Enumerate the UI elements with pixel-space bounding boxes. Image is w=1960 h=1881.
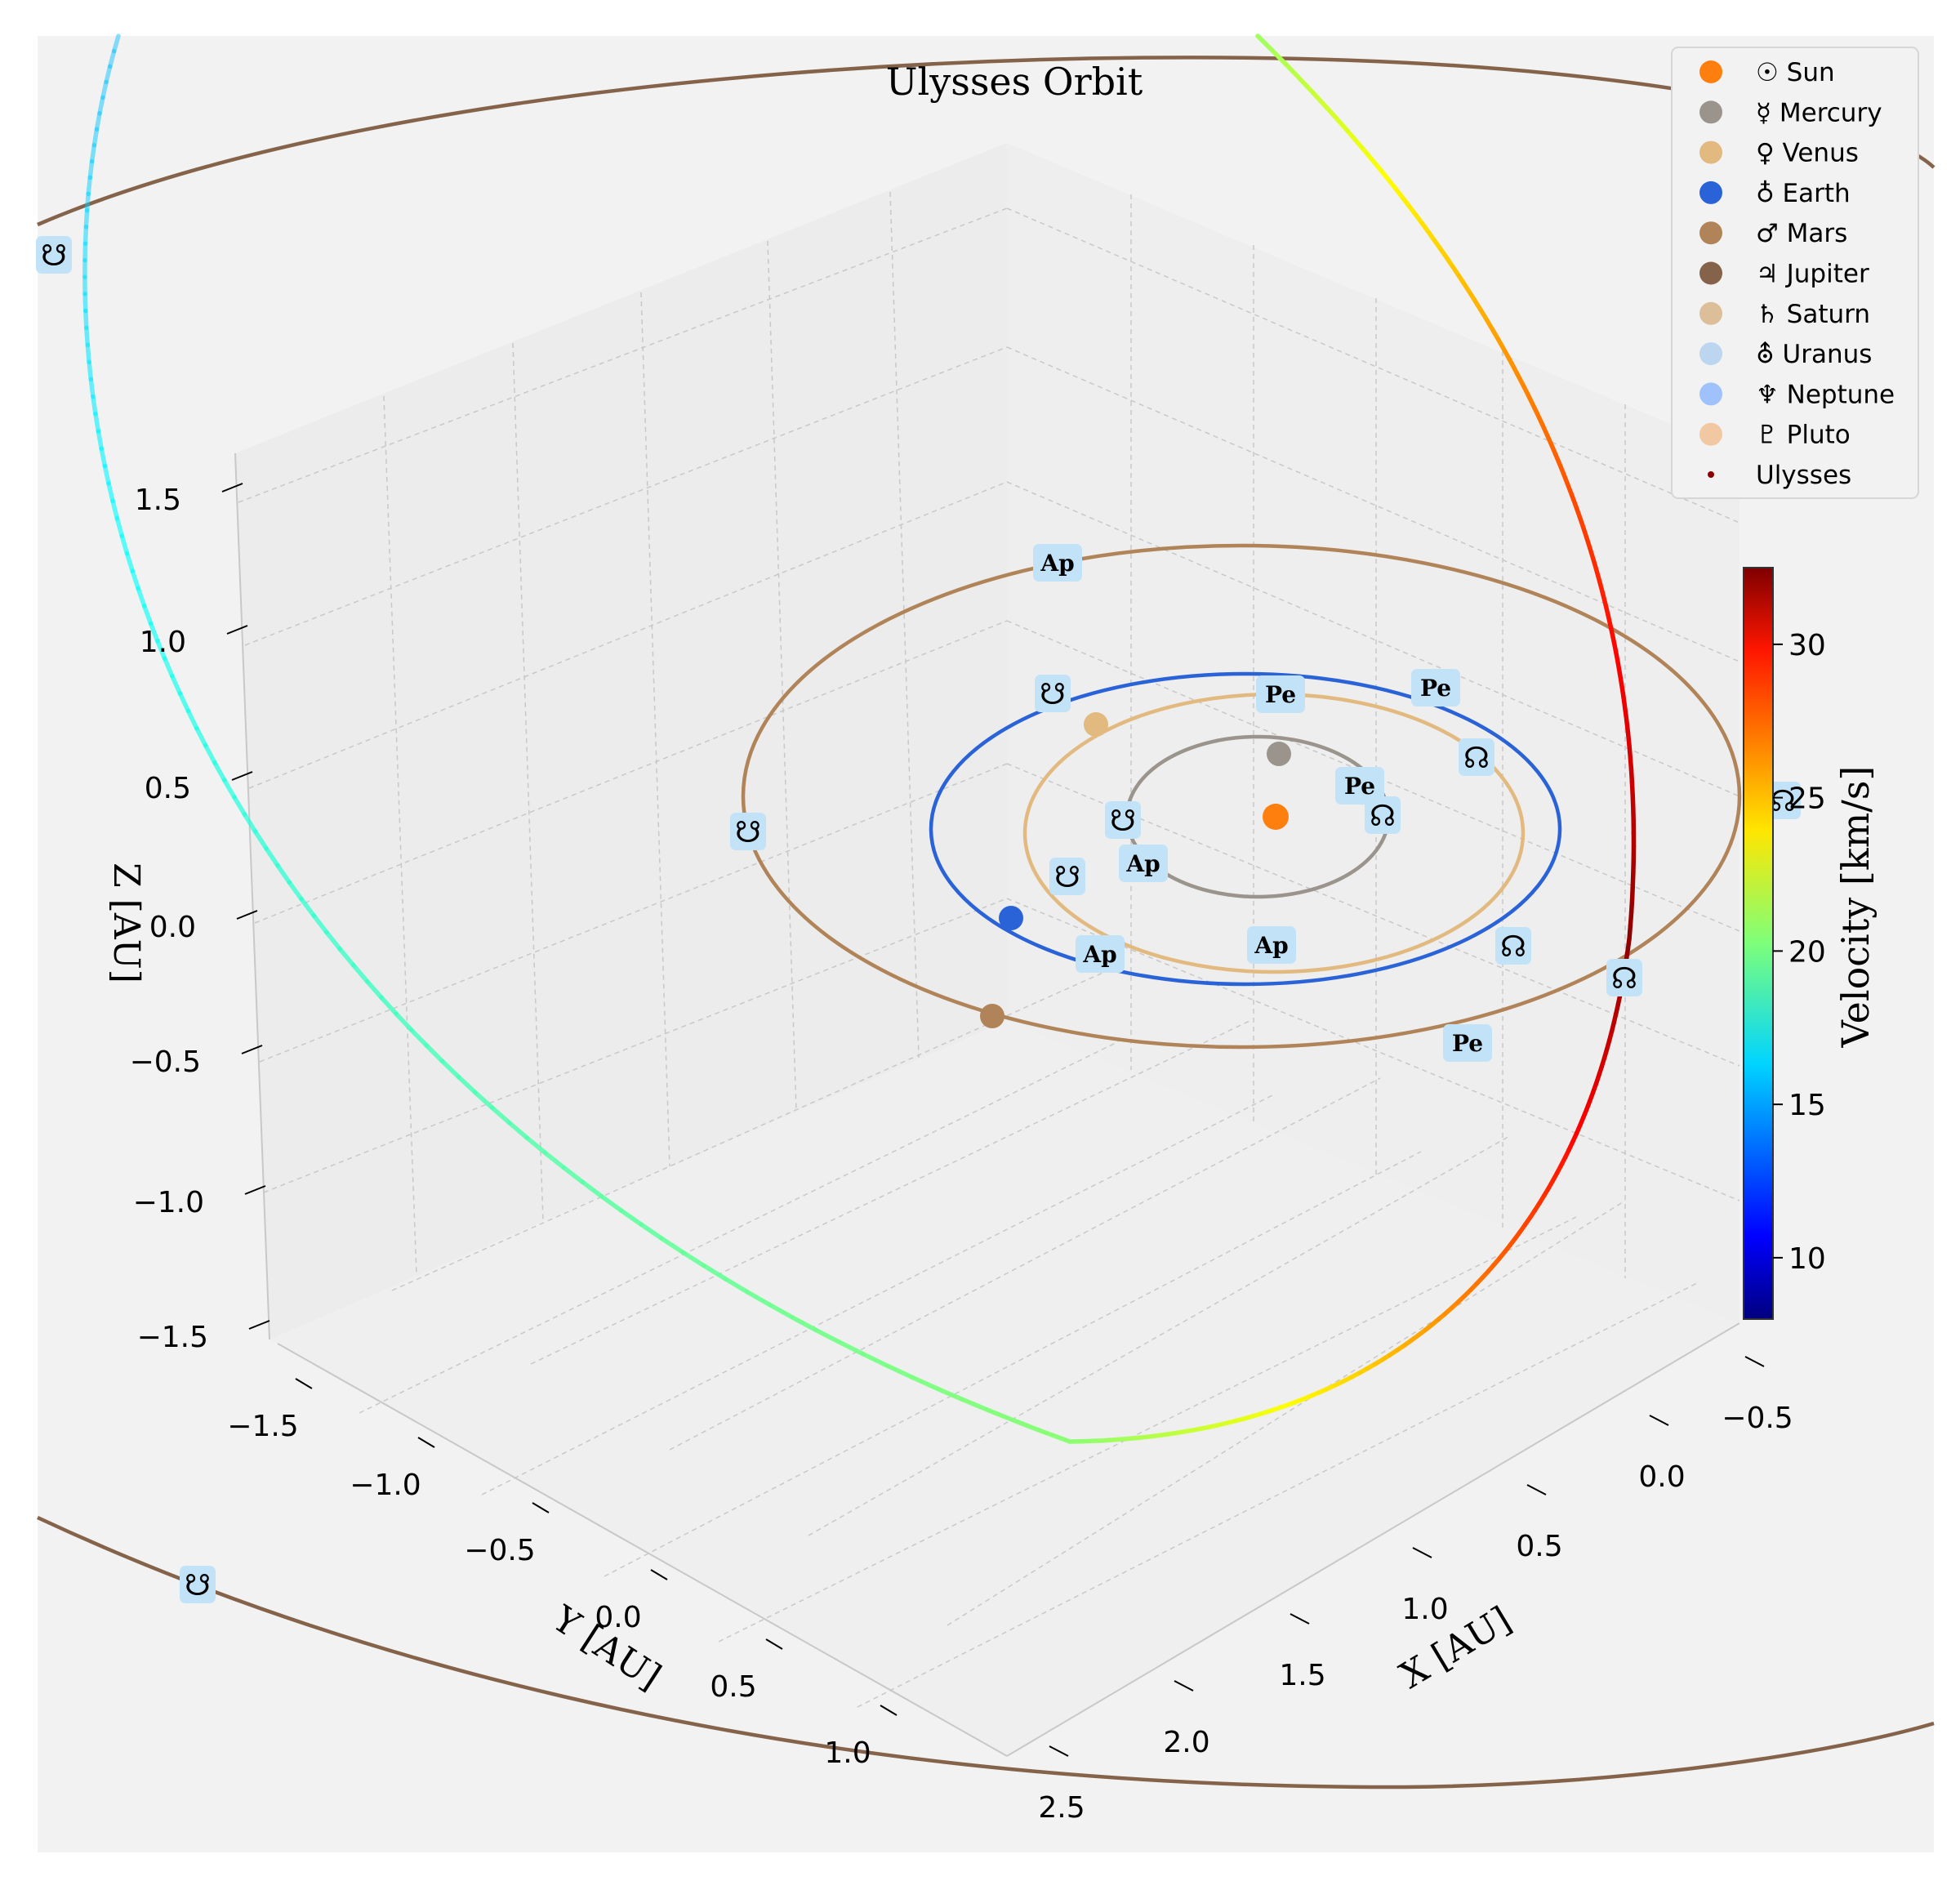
legend-label: ♁ Earth (1756, 179, 1851, 208)
y-tick-label: 0.5 (710, 1670, 756, 1704)
ascending-node-icon: ☊ (1370, 800, 1396, 833)
colorbar-tick-label: 30 (1788, 629, 1826, 662)
y-tick-label: −1.5 (227, 1410, 298, 1443)
legend-marker (1699, 141, 1722, 164)
perihelion-label: Pe (1420, 675, 1451, 702)
ascending-node-icon: ☊ (1463, 742, 1490, 775)
legend-label: ♂ Mars (1756, 219, 1847, 248)
legend-marker (1708, 471, 1714, 478)
legend-label: ♀ Venus (1756, 139, 1859, 168)
legend-marker (1699, 60, 1722, 83)
x-tick-label: 0.0 (1638, 1460, 1685, 1494)
legend-marker (1699, 302, 1722, 325)
x-tick-label: −0.5 (1722, 1402, 1793, 1435)
aphelion-label: Ap (1254, 932, 1288, 959)
ulysses-segment (86, 311, 87, 328)
descending-node-icon: ☋ (1110, 805, 1136, 838)
ulysses-segment (85, 243, 86, 260)
y-tick-label: 1.0 (824, 1736, 871, 1770)
ulysses-segment (97, 114, 100, 130)
aphelion-label: Ap (1040, 550, 1074, 577)
x-tick-label: 1.0 (1401, 1593, 1448, 1626)
legend-marker (1699, 423, 1722, 446)
ulysses-segment (94, 129, 96, 145)
z-tick-label: 1.0 (140, 626, 186, 659)
ulysses-segment (91, 379, 93, 396)
ulysses-segment (100, 98, 103, 114)
colorbar-tick-label: 15 (1788, 1089, 1826, 1122)
descending-node-icon: ☋ (185, 1569, 211, 1602)
descending-node-icon: ☋ (735, 816, 761, 849)
ulysses-segment (85, 294, 86, 311)
perihelion-label: Pe (1265, 681, 1296, 708)
z-tick-label: 0.0 (149, 911, 196, 944)
ulysses-segment (90, 162, 91, 178)
z-tick-label: −1.0 (133, 1186, 204, 1219)
z-tick-label: −0.5 (130, 1045, 201, 1079)
aphelion-label: Ap (1082, 941, 1116, 968)
colorbar-tick-label: 25 (1788, 782, 1826, 816)
perihelion-label: Pe (1344, 773, 1375, 800)
planet-venus (1084, 712, 1108, 737)
ulysses-segment (87, 345, 89, 362)
x-tick-label: 2.5 (1038, 1791, 1085, 1825)
ulysses-segment (87, 328, 88, 345)
legend-label: Ulysses (1756, 461, 1851, 490)
ulysses-segment (96, 414, 99, 431)
legend-marker (1699, 181, 1722, 204)
ulysses-segment (88, 177, 90, 194)
legend-label: ♆ Neptune (1756, 380, 1895, 409)
y-tick-label: −1.0 (350, 1469, 421, 1502)
x-tick-label: 1.5 (1279, 1659, 1325, 1692)
y-tick-label: −0.5 (464, 1534, 535, 1567)
ulysses-segment (86, 227, 87, 243)
ulysses-segment (98, 431, 101, 448)
legend-marker (1699, 100, 1722, 123)
ulysses-segment (92, 145, 95, 162)
legend-marker (1699, 262, 1722, 285)
x-tick-label: 2.0 (1163, 1726, 1209, 1759)
legend-label: ♄ Saturn (1756, 300, 1870, 329)
planet-mars (980, 1004, 1004, 1028)
descending-node-icon: ☋ (41, 239, 67, 273)
colorbar-label: Velocity [km/s] (1833, 766, 1878, 1049)
ulysses-segment (86, 211, 87, 227)
z-axis-label: Z [AU] (105, 862, 147, 983)
z-tick-label: 1.5 (135, 484, 181, 517)
perihelion-label: Pe (1452, 1030, 1483, 1057)
legend-label: ☉ Sun (1756, 58, 1835, 87)
colorbar-tick-label: 20 (1788, 935, 1826, 969)
z-tick-label: −1.5 (137, 1321, 208, 1354)
z-tick-label: 0.5 (145, 772, 191, 805)
legend-label: ♃ Jupiter (1756, 260, 1869, 289)
legend: ☉ Sun ☿ Mercury ♀ Venus ♁ Earth ♂ Mars ♃ Jupi… (1672, 47, 1918, 498)
legend-label: ♇ Pluto (1756, 421, 1851, 450)
aphelion-label: Ap (1125, 850, 1160, 877)
ulysses-segment (87, 194, 89, 210)
ascending-node-icon: ☊ (1500, 930, 1526, 964)
ascending-node-icon: ☊ (1611, 962, 1637, 996)
legend-label: ⛢ Uranus (1756, 340, 1872, 369)
legend-label: ☿ Mercury (1756, 98, 1882, 127)
x-tick-label: 0.5 (1516, 1530, 1562, 1563)
descending-node-icon: ☋ (1054, 861, 1080, 894)
planet-sun (1263, 804, 1289, 830)
ulysses-segment (89, 362, 91, 379)
ulysses-segment (93, 397, 96, 414)
legend-marker (1699, 382, 1722, 405)
chart-title: Ulysses Orbit (886, 60, 1143, 104)
planet-earth (999, 906, 1023, 930)
legend-marker (1699, 221, 1722, 244)
descending-node-icon: ☋ (1040, 678, 1066, 711)
legend-marker (1699, 342, 1722, 365)
colorbar-gradient (1744, 568, 1773, 1319)
planet-mercury (1267, 742, 1291, 766)
colorbar-tick-label: 10 (1788, 1242, 1826, 1276)
